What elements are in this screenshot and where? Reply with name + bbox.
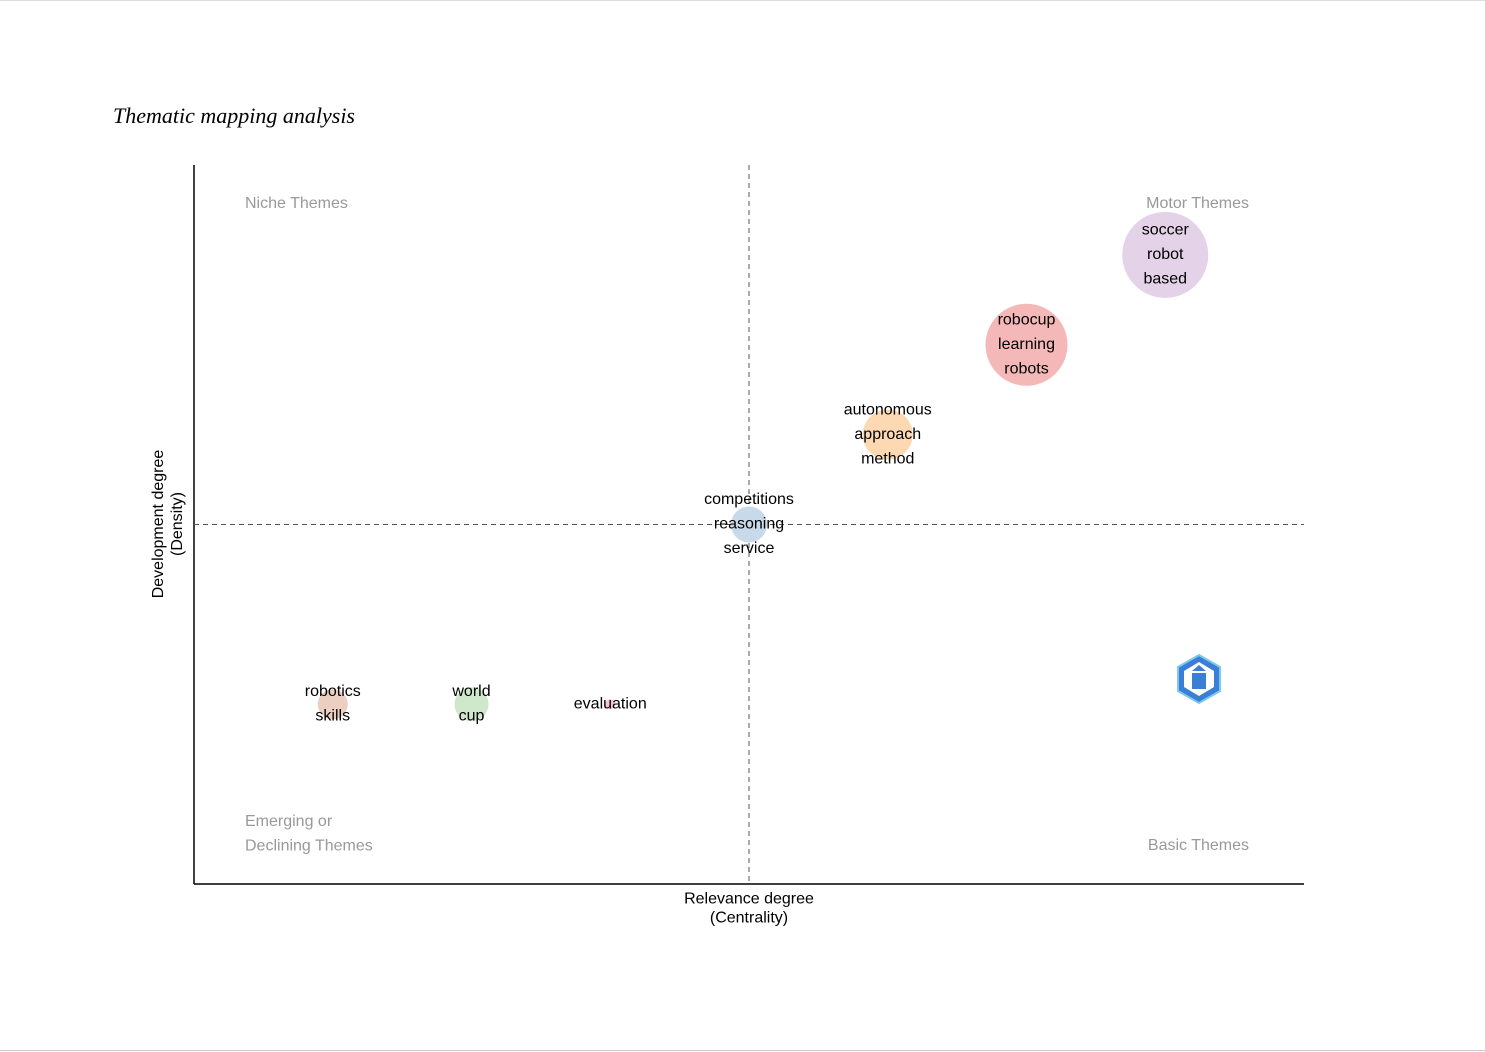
quadrant-label: Motor Themes <box>1146 195 1249 212</box>
quadrant-label: Declining Themes <box>245 837 373 854</box>
bubble <box>454 687 489 722</box>
bubble-label: service <box>724 540 775 557</box>
bubble <box>1122 211 1209 298</box>
x-axis-label: (Centrality) <box>710 910 788 927</box>
bubble-label: reasoning <box>714 516 784 533</box>
bubble-label: robot <box>1147 246 1184 263</box>
bubble-label: method <box>861 450 914 467</box>
y-axis-label: (Density) <box>169 492 186 556</box>
bubble-label: soccer <box>1142 222 1190 239</box>
x-axis-label: Relevance degree <box>684 891 814 908</box>
bubble-label: robotics <box>305 683 361 700</box>
quadrant-label: Emerging or <box>245 813 333 830</box>
bubble-label: world <box>451 683 490 700</box>
bubble-label: autonomous <box>844 401 932 418</box>
bubble-label: learning <box>998 336 1055 353</box>
bubble-label: cup <box>459 708 485 725</box>
bubble-label: robots <box>1004 360 1048 377</box>
bubble-label: competitions <box>704 491 794 508</box>
bubble-label: based <box>1143 271 1187 288</box>
bubble-label: skills <box>315 708 350 725</box>
bubble-label: evaluation <box>574 695 647 712</box>
quadrant-label: Basic Themes <box>1148 837 1249 854</box>
logo <box>1177 653 1221 705</box>
quadrant-label: Niche Themes <box>245 195 348 212</box>
bubble <box>985 303 1068 386</box>
bubble <box>605 699 616 710</box>
y-axis-label: Development degree <box>150 450 167 599</box>
bubble <box>862 409 913 460</box>
chart-title: Thematic mapping analysis <box>113 103 355 128</box>
bubble-label: robocup <box>998 311 1056 328</box>
bubble <box>317 689 348 720</box>
bubble <box>731 506 767 543</box>
bubble-label: approach <box>854 426 921 443</box>
